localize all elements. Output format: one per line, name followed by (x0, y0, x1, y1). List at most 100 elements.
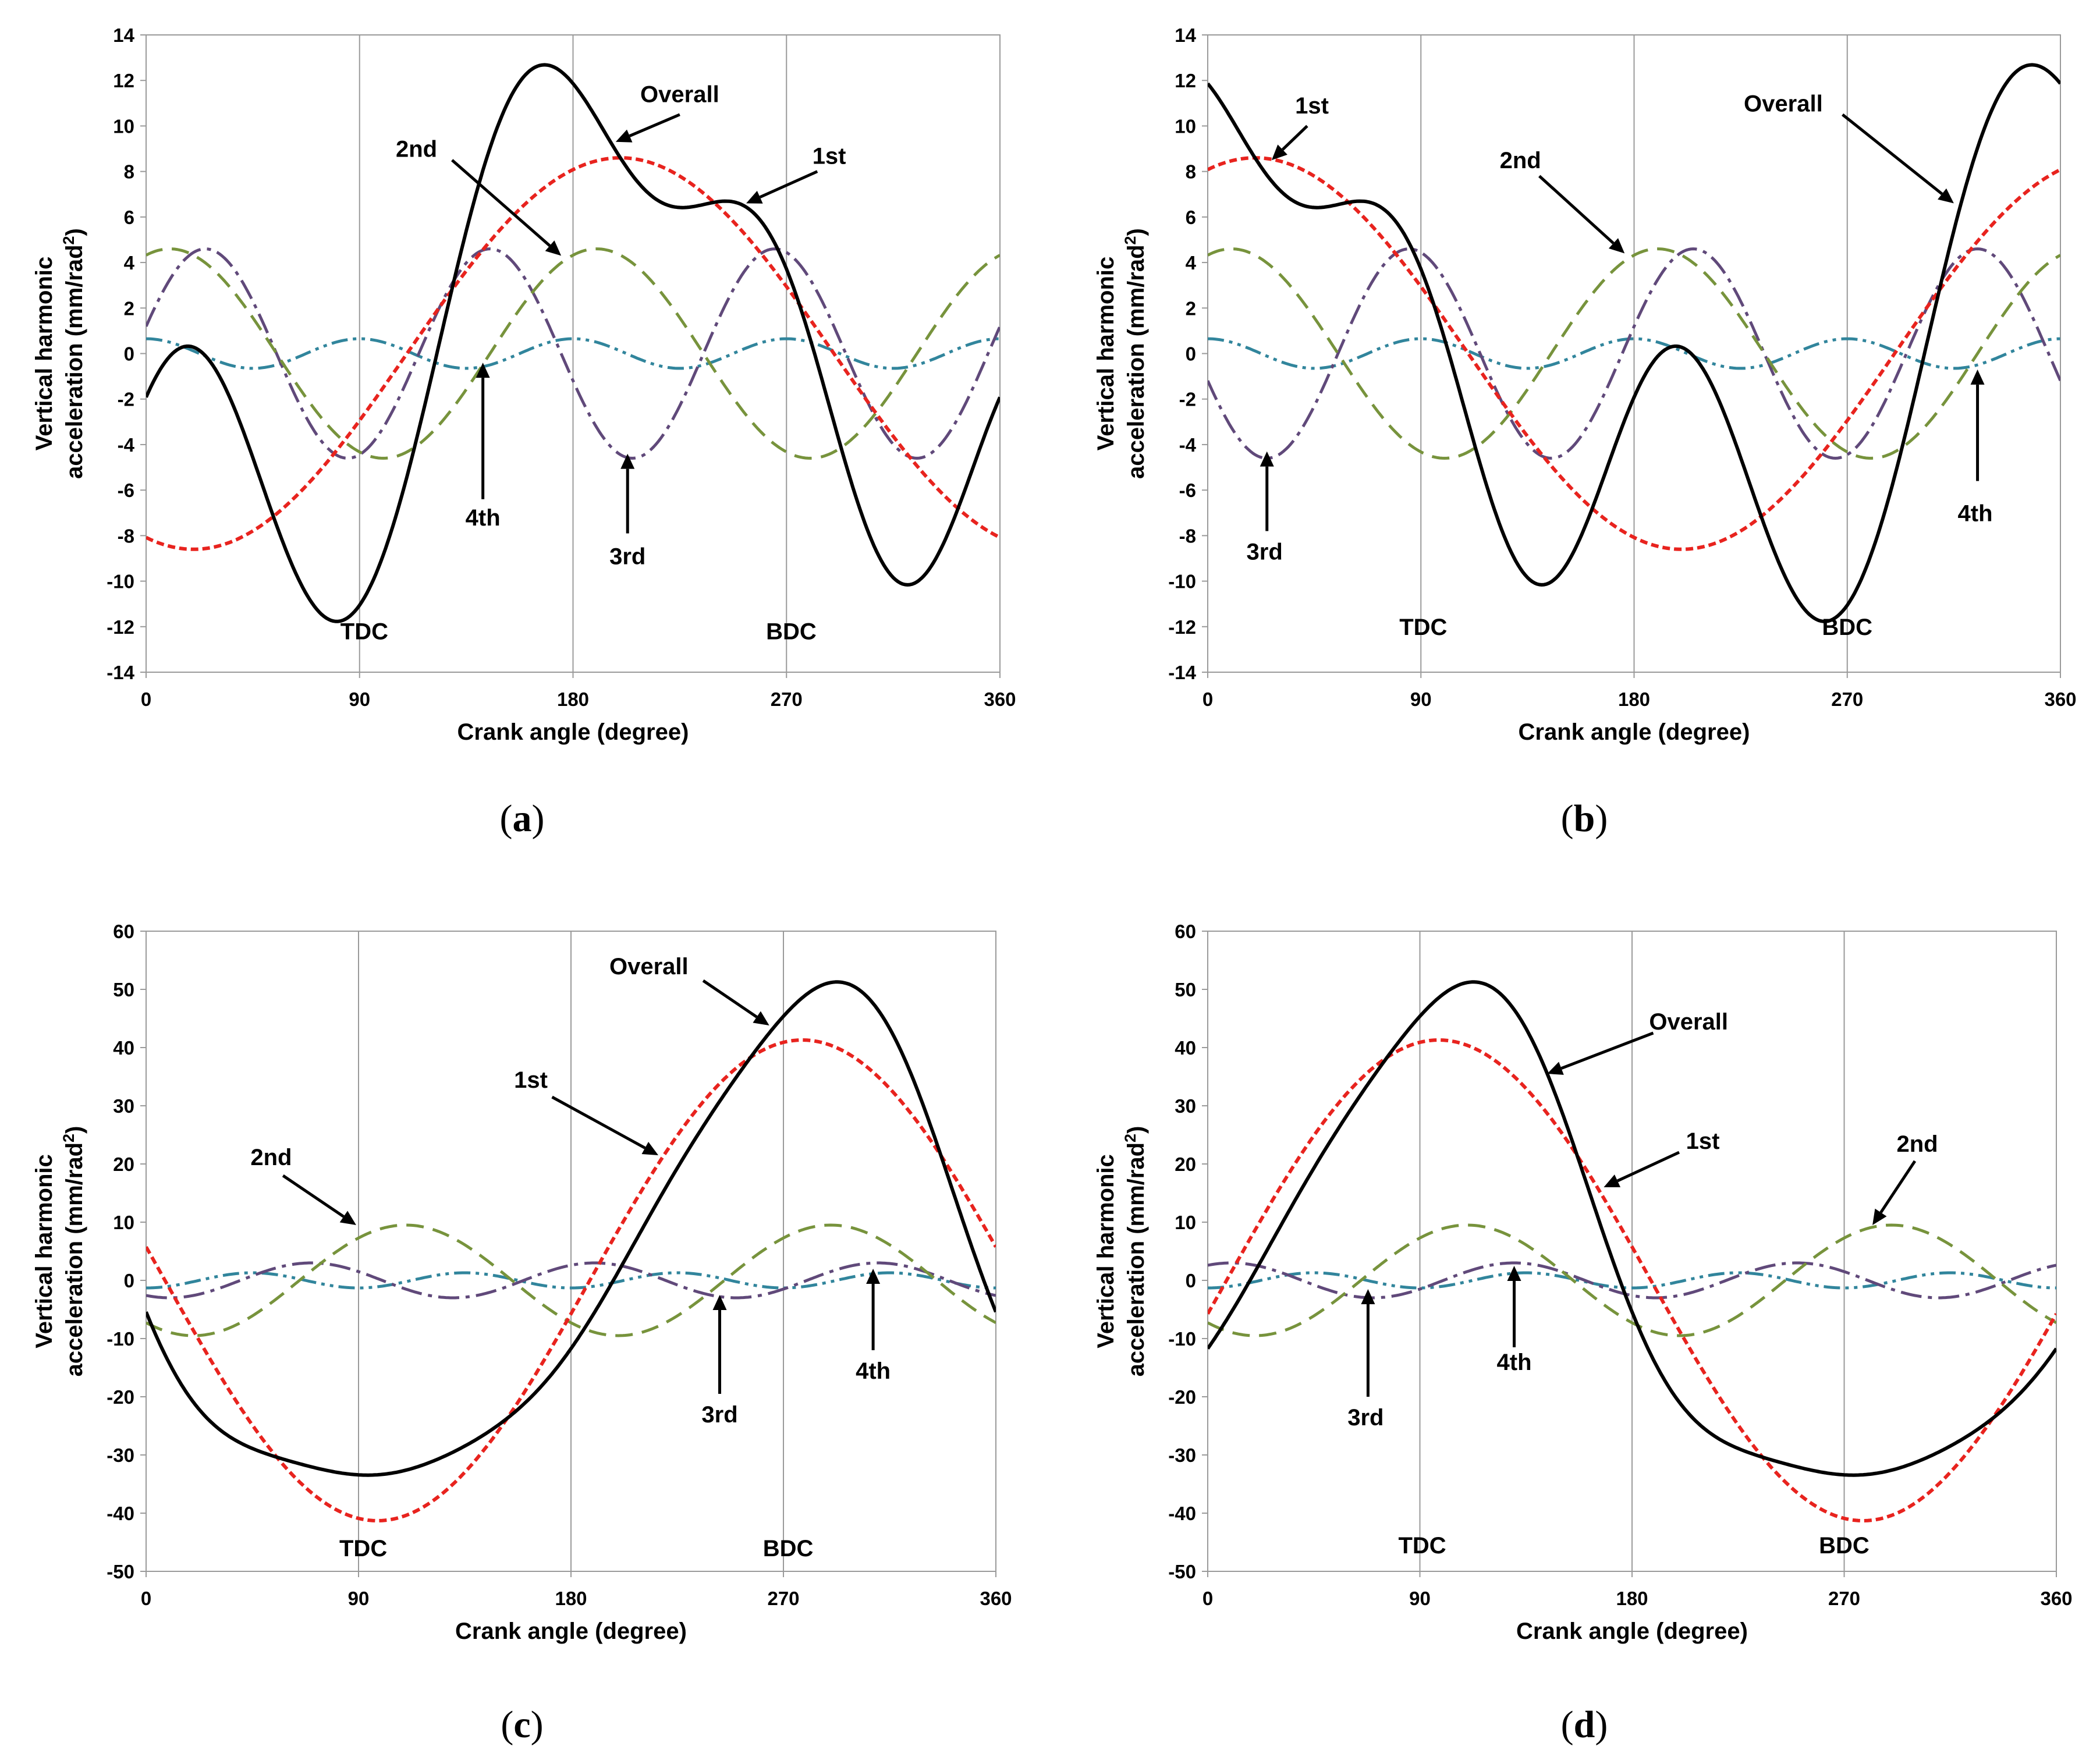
annotation-4th: 4th (856, 1358, 891, 1384)
y-tick-label: 60 (1175, 921, 1196, 942)
annotation-arrow-line (629, 113, 680, 137)
y-tick-label: 6 (124, 207, 134, 228)
annotation-overall: Overall (640, 82, 719, 108)
series-2nd-line (1208, 247, 2060, 460)
series-4th-line (146, 1271, 996, 1290)
annotation-tdc: TDC (1398, 1533, 1446, 1559)
y-axis-title-line2: acceleration (mm/rad2) (1122, 228, 1149, 479)
y-tick-label: -6 (118, 480, 134, 501)
y-axis-title-close: ) (1123, 228, 1149, 236)
y-axis-title-unit: acceleration (mm/rad (62, 244, 87, 478)
y-tick-label: -8 (1179, 525, 1196, 546)
y-tick-label: 10 (113, 115, 134, 137)
chart-panel-d: -50 -40 -30 -20 -10 0 10 20 30 40 50 60 0 90 180 270 360… (1093, 921, 2073, 1746)
annotation-arrow-head (746, 190, 763, 204)
y-tick-label: 8 (1186, 161, 1196, 183)
y-tick-label: -20 (1168, 1386, 1196, 1408)
x-tick-label: 270 (767, 1588, 799, 1609)
y-tick-label: -12 (1168, 616, 1196, 638)
annotation-1st: 1st (813, 143, 846, 169)
annotation-arrow-line (1616, 1151, 1680, 1183)
y-tick-label: 14 (113, 24, 134, 46)
y-tick-label: -6 (1179, 480, 1196, 501)
x-axis-title: Crank angle (degree) (457, 719, 689, 745)
y-axis-title-line2: acceleration (mm/rad2) (60, 1126, 87, 1377)
annotation-bdc: BDC (763, 1536, 814, 1561)
x-tick-label: 0 (141, 1588, 151, 1609)
annotation-bdc: BDC (1822, 615, 1872, 640)
y-axis-title-line1: Vertical harmonic (31, 1154, 57, 1348)
y-tick-label: 30 (1175, 1095, 1196, 1117)
annotation-2nd: 2nd (1896, 1131, 1938, 1157)
x-tick-label: 270 (1828, 1588, 1860, 1609)
series-group (1208, 980, 2056, 1522)
y-tick-label: -20 (107, 1386, 134, 1408)
annotation-tdc: TDC (1399, 615, 1447, 640)
annotation-3rd: 3rd (1247, 539, 1283, 565)
y-tick-label: 10 (1175, 1212, 1196, 1233)
y-axis-title-unit: acceleration (mm/rad (1123, 244, 1149, 478)
annotation-1st: 1st (1686, 1128, 1720, 1154)
x-tick-label: 180 (1618, 688, 1650, 710)
y-tick-label: -30 (1168, 1444, 1196, 1466)
series-group (1208, 63, 2060, 623)
panel-caption: (c) (501, 1703, 543, 1746)
annotation-bdc: BDC (1819, 1533, 1870, 1559)
y-tick-label: 10 (113, 1212, 134, 1233)
y-tick-label: -50 (107, 1561, 134, 1582)
y-tick-label: 40 (1175, 1037, 1196, 1059)
y-tick-label: 10 (1175, 115, 1196, 137)
y-axis-title-superscript: 2 (60, 1134, 77, 1142)
annotation-tdc: TDC (340, 619, 388, 645)
annotation-arrow-head (1872, 1208, 1887, 1225)
annotation-arrow-head (712, 1295, 727, 1310)
caption-letter: c (513, 1703, 530, 1746)
y-tick-label: -2 (118, 389, 134, 410)
y-tick-label: 40 (113, 1037, 134, 1059)
y-tick-label: 30 (113, 1095, 134, 1117)
y-axis-title-line1: Vertical harmonic (1093, 257, 1119, 450)
caption-open-paren: ( (1561, 1703, 1574, 1746)
y-tick-label: 50 (113, 979, 134, 1000)
y-tick-label: 12 (1175, 70, 1196, 91)
x-tick-label: 270 (771, 688, 803, 710)
series-1st-line (1208, 1038, 2056, 1522)
caption-open-paren: ( (500, 797, 513, 840)
y-tick-label: -14 (107, 662, 134, 683)
x-tick-label: 180 (557, 688, 589, 710)
series-1st-line (146, 156, 1000, 551)
series-2nd-line (1208, 1223, 2056, 1337)
caption-letter: b (1574, 797, 1595, 840)
annotation-3rd: 3rd (1347, 1405, 1384, 1431)
x-tick-label: 90 (349, 688, 370, 710)
y-tick-label: 0 (124, 343, 134, 365)
annotation-4th: 4th (1958, 501, 1993, 526)
annotation-4th: 4th (1497, 1350, 1532, 1375)
y-tick-label: -50 (1168, 1561, 1196, 1582)
y-tick-label: 60 (113, 921, 134, 942)
y-tick-label: 8 (124, 161, 134, 183)
x-tick-label: 360 (2040, 1588, 2072, 1609)
annotation-arrow-line (282, 1174, 345, 1218)
caption-open-paren: ( (501, 1703, 513, 1746)
y-axis-title-line1: Vertical harmonic (1093, 1154, 1119, 1348)
annotation-arrow-head (1938, 188, 1954, 204)
series-overall-line (1208, 980, 2056, 1477)
series-3rd-line (146, 247, 1000, 460)
annotation-arrow-head (476, 363, 490, 378)
y-tick-label: 2 (124, 297, 134, 319)
y-tick-label: -14 (1168, 662, 1196, 683)
x-tick-label: 0 (1202, 688, 1213, 710)
y-axis-title-superscript: 2 (1122, 236, 1139, 244)
y-tick-label: 4 (1186, 252, 1197, 274)
x-tick-label: 360 (984, 688, 1016, 710)
series-3rd-line (1208, 1261, 2056, 1300)
annotation-bdc: BDC (766, 619, 817, 645)
annotation-arrow-line (1879, 1160, 1917, 1213)
x-tick-label: 0 (141, 688, 151, 710)
annotation-arrow-line (1281, 125, 1308, 151)
chart-panel-a: -14 -12 -10 -8 -6 -4 -2 0 2 4 6 8 10 12 14 0 90 180 270 360… (31, 24, 1016, 840)
caption-close-paren: ) (531, 1703, 544, 1746)
caption-letter: a (513, 797, 532, 840)
annotation-arrow-head (1547, 1062, 1564, 1075)
